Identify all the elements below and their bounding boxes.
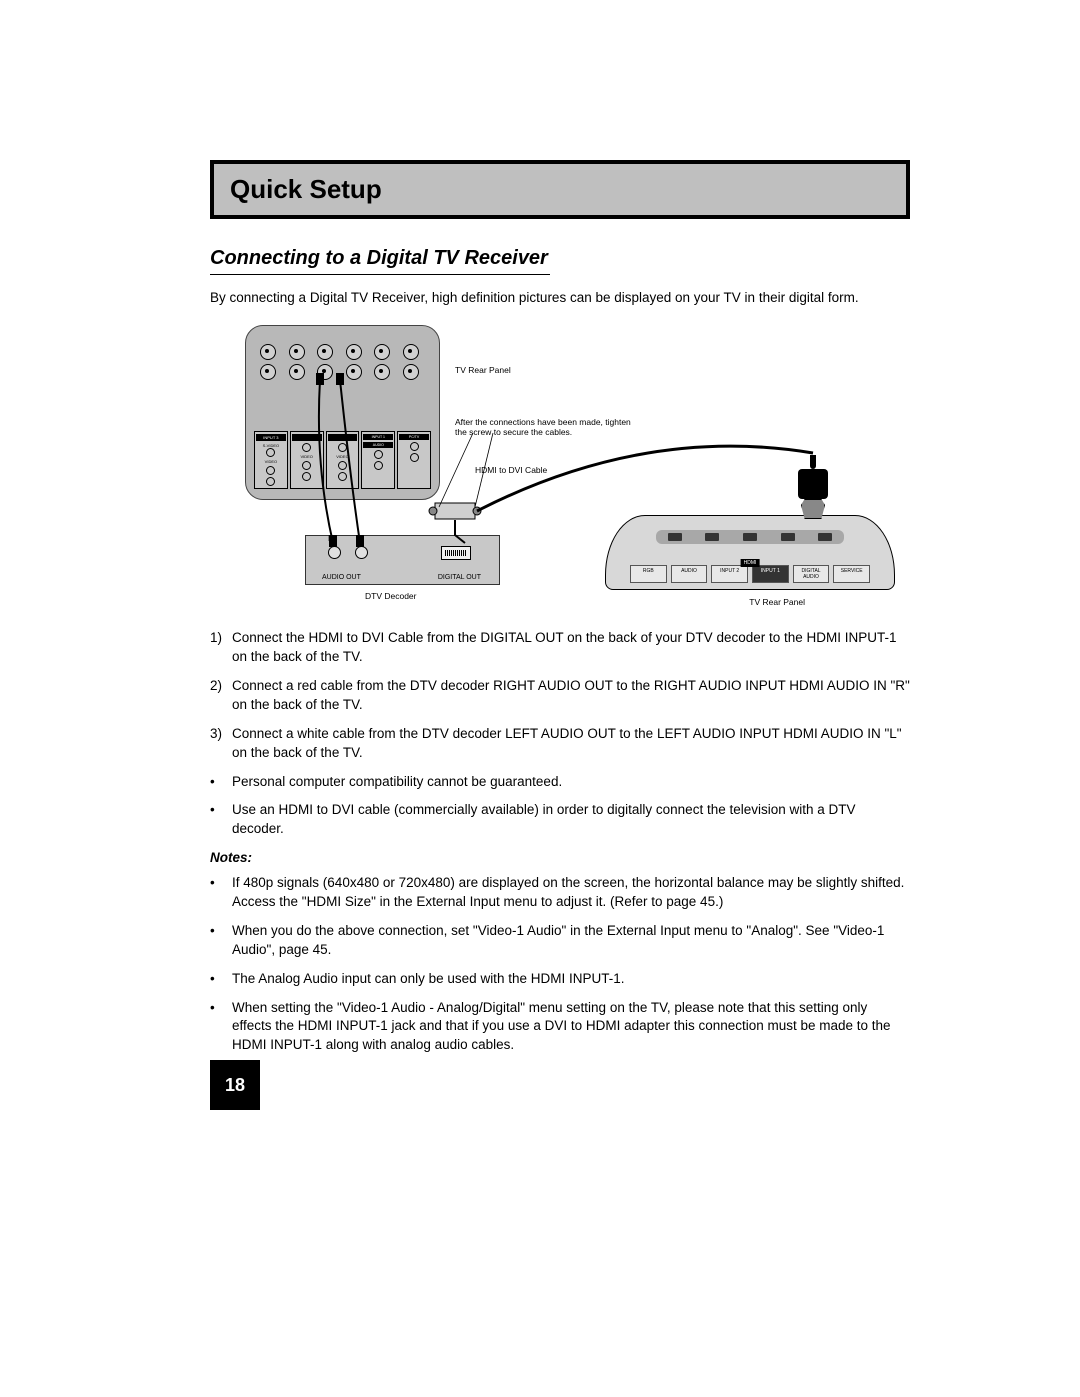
step-number: 2) [210, 677, 232, 715]
step-number: 3) [210, 725, 232, 763]
audio-out-label: AUDIO OUT [322, 574, 361, 581]
bullet-icon: • [210, 922, 232, 960]
subsection-title: Connecting to a Digital TV Receiver [210, 247, 550, 275]
step-text: Connect a white cable from the DTV decod… [232, 725, 910, 763]
bullet-text: Personal computer compatibility cannot b… [232, 773, 562, 792]
dtv-decoder-icon: L R AUDIO OUT DIGITAL OUT [305, 535, 500, 585]
digital-out-port-icon [441, 546, 471, 560]
tv-rear-panel-2-icon: RGB AUDIO INPUT 2 INPUT 1 DIGITAL AUDIO … [605, 515, 895, 590]
bullet-icon: • [210, 801, 232, 839]
tv-rear-caption: TV Rear Panel [455, 365, 511, 375]
instruction-steps: 1)Connect the HDMI to DVI Cable from the… [210, 629, 910, 1055]
note-text: When you do the above connection, set "V… [232, 922, 910, 960]
step-number: 1) [210, 629, 232, 667]
note-text: When setting the "Video-1 Audio - Analog… [232, 999, 910, 1056]
input-label: INPUT 3 [256, 434, 286, 441]
tv-rear-panel-icon: INPUT 3 S-VIDEO VIDEO VIDEO VIDEO INPUT … [245, 325, 440, 500]
connection-diagram: INPUT 3 S-VIDEO VIDEO VIDEO VIDEO INPUT … [225, 325, 895, 615]
bullet-icon: • [210, 773, 232, 792]
hdmi-cable-caption: HDMI to DVI Cable [475, 465, 547, 475]
step-text: Connect a red cable from the DTV decoder… [232, 677, 910, 715]
bullet-icon: • [210, 874, 232, 912]
section-title: Quick Setup [230, 174, 890, 205]
hdmi-plug-icon [795, 455, 831, 515]
tighten-note: After the connections have been made, ti… [455, 417, 635, 437]
note-text: If 480p signals (640x480 or 720x480) are… [232, 874, 910, 912]
page-number: 18 [210, 1060, 260, 1110]
dtv-decoder-caption: DTV Decoder [365, 591, 417, 601]
intro-text: By connecting a Digital TV Receiver, hig… [210, 289, 910, 307]
bullet-icon: • [210, 999, 232, 1056]
digital-out-label: DIGITAL OUT [438, 574, 481, 581]
section-header: Quick Setup [210, 160, 910, 219]
bullet-text: Use an HDMI to DVI cable (commercially a… [232, 801, 910, 839]
notes-header: Notes: [210, 849, 910, 868]
tv-rear2-caption: TV Rear Panel [749, 597, 805, 607]
bullet-icon: • [210, 970, 232, 989]
step-text: Connect the HDMI to DVI Cable from the D… [232, 629, 910, 667]
note-text: The Analog Audio input can only be used … [232, 970, 624, 989]
